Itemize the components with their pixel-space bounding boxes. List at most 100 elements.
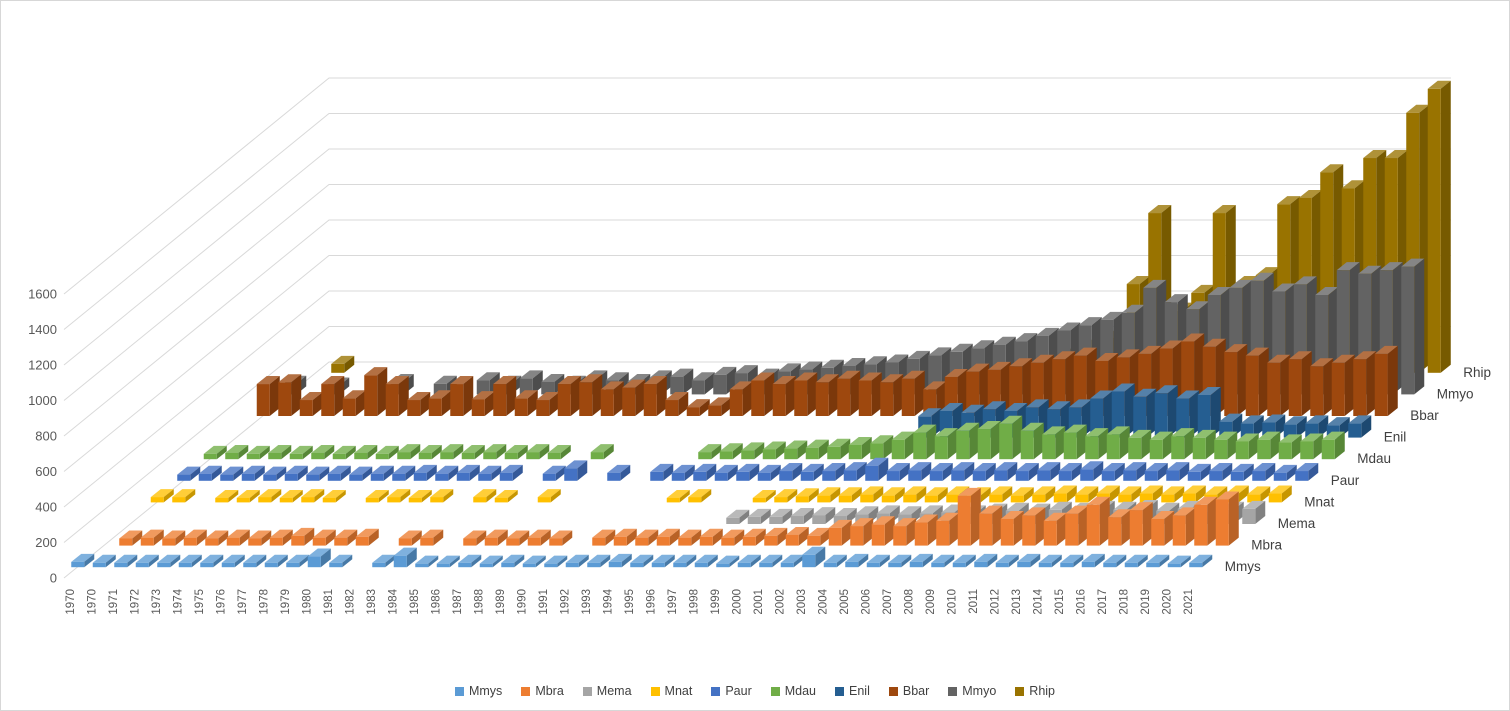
bar [393, 547, 417, 568]
bar-top [794, 372, 818, 381]
bar-front [1111, 391, 1125, 438]
bar [1010, 487, 1034, 503]
bar [1060, 554, 1084, 568]
bar-side [469, 464, 480, 481]
x-axis-label: 1970 [87, 589, 99, 615]
bar-front [476, 380, 490, 395]
legend-label: Enil [849, 684, 870, 698]
bar-top [1187, 463, 1211, 472]
bar-top [1148, 205, 1172, 214]
bar [479, 555, 503, 568]
bar-top [1017, 553, 1041, 562]
x-axis-label: 1978 [259, 589, 271, 615]
bar-side [175, 530, 186, 546]
bar-front [848, 445, 862, 460]
bar [1053, 485, 1077, 503]
bar-side [701, 489, 712, 503]
bar-top [203, 445, 227, 454]
bar-top [780, 554, 804, 563]
bar [1118, 486, 1142, 503]
bar-top [1293, 276, 1317, 285]
bar [886, 463, 910, 481]
bar-side [474, 444, 485, 460]
bar-side [238, 444, 249, 460]
bar-top [1353, 351, 1377, 360]
bar-top [952, 554, 976, 563]
bar-top [1171, 428, 1195, 437]
bar-front [484, 537, 498, 546]
bar [1154, 385, 1178, 438]
bar [665, 392, 689, 416]
bar-side [191, 554, 202, 568]
bar-side [532, 370, 543, 395]
bar-top [807, 527, 831, 536]
bar-top [248, 530, 272, 539]
bar-top [322, 489, 346, 498]
bar-side [828, 374, 839, 416]
bar-top [241, 465, 265, 474]
bar-front [822, 471, 836, 481]
bar-front [549, 538, 563, 546]
bar-side [1056, 512, 1067, 546]
bar-top [1401, 258, 1425, 267]
bar-top [751, 372, 775, 381]
bar-front [413, 472, 427, 481]
bar [286, 554, 310, 568]
y-axis-label: 1400 [28, 322, 57, 337]
bar-top [769, 508, 793, 517]
bar-top [951, 462, 975, 471]
bar [1215, 491, 1239, 546]
bar-side [901, 554, 912, 568]
bar-side [749, 463, 760, 481]
bar-front [236, 497, 250, 503]
bar-top [408, 489, 432, 498]
bar-side [127, 554, 138, 568]
bar-front [794, 380, 808, 416]
bar-front [435, 473, 449, 481]
bar [162, 530, 186, 546]
bar-front [1171, 436, 1185, 460]
bar [957, 487, 981, 546]
bar [329, 554, 353, 568]
bar [1192, 429, 1216, 460]
bar-front [607, 472, 621, 481]
bar [332, 445, 356, 460]
bar-front [1085, 436, 1099, 460]
bar-side [987, 553, 998, 568]
bar-top [860, 486, 884, 495]
bar-top [506, 530, 530, 539]
bar [838, 487, 862, 503]
bar-side [314, 489, 325, 503]
bar-top [1085, 428, 1109, 437]
bar [172, 489, 196, 503]
x-axis-label: 2001 [753, 589, 765, 615]
bar-side [254, 465, 265, 481]
bar-front [1300, 441, 1314, 460]
bar-side [1308, 463, 1319, 481]
bar [157, 554, 181, 568]
bar-top [587, 554, 611, 563]
bar-top [1159, 340, 1183, 349]
bar-side [233, 466, 244, 481]
bar-top [1030, 354, 1054, 363]
bar-side [727, 464, 738, 481]
bar-front [557, 384, 571, 416]
bar-top [375, 445, 399, 454]
bar-side [1243, 463, 1254, 481]
bar-top [1240, 415, 1264, 424]
bar-front [752, 497, 766, 503]
bar-side [1248, 433, 1259, 460]
bar [407, 392, 431, 416]
bar [1063, 424, 1087, 460]
bar-side [992, 505, 1003, 546]
bar-front [541, 381, 555, 395]
bar-top [1305, 415, 1329, 424]
bar-top [200, 554, 224, 563]
bar-side [739, 509, 750, 524]
bar-front [215, 497, 229, 503]
bar [870, 435, 894, 460]
bar [200, 554, 224, 568]
bar-side [656, 376, 667, 416]
bar [931, 554, 955, 568]
bar [1278, 434, 1302, 460]
